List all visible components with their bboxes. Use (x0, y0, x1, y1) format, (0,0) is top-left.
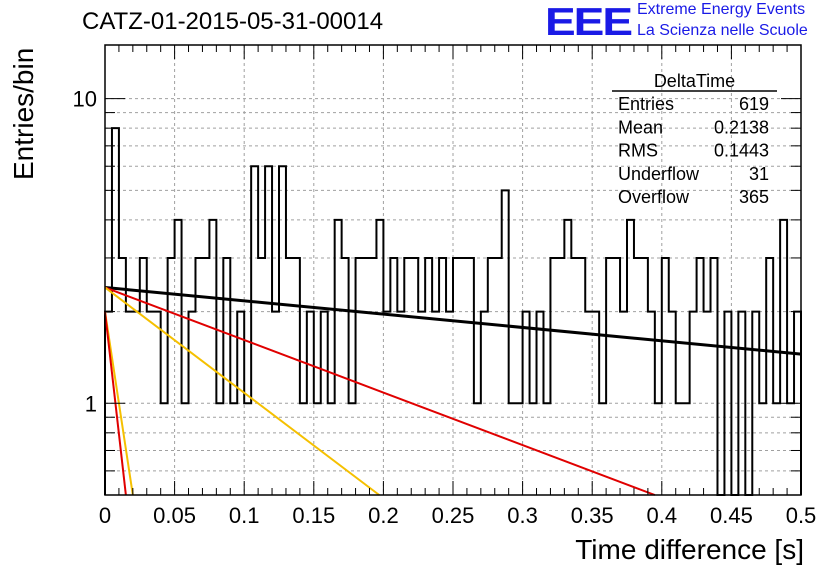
logo-line-2: La Scienza nelle Scuole (637, 22, 808, 39)
y-tick-label: 1 (85, 391, 97, 416)
stats-row-label: Underflow (618, 164, 700, 184)
x-axis-label: Time difference [s] (575, 534, 804, 565)
histogram-bins (104, 127, 802, 496)
x-tick-label: 0.05 (153, 503, 196, 528)
stats-title: DeltaTime (654, 71, 735, 91)
stats-row-label: Overflow (618, 187, 690, 207)
x-tick-label: 0.3 (507, 503, 538, 528)
logo-line-1: Extreme Energy Events (637, 1, 806, 18)
stats-row-label: RMS (618, 141, 658, 161)
x-tick-label: 0.25 (432, 503, 475, 528)
x-tick-label: 0.2 (368, 503, 399, 528)
x-tick-label: 0.15 (292, 503, 335, 528)
eee-logo: EEE (545, 0, 633, 44)
fit-curve-3 (104, 286, 380, 496)
stats-row-value: 31 (749, 164, 769, 184)
fit-curve-2 (104, 286, 656, 496)
x-tick-label: 0.1 (229, 503, 260, 528)
x-tick-label: 0.45 (710, 503, 753, 528)
stats-row-value: 0.1443 (714, 141, 769, 161)
y-tick-label: 10 (73, 87, 97, 112)
fit-curve-1 (104, 285, 802, 356)
stats-row-label: Mean (618, 117, 663, 137)
stats-row-value: 619 (739, 94, 769, 114)
stats-row-label: Entries (618, 94, 674, 114)
x-tick-label: 0.5 (786, 503, 817, 528)
stats-row-value: 0.2138 (714, 117, 769, 137)
x-tick-label: 0 (99, 503, 111, 528)
x-tick-label: 0.35 (571, 503, 614, 528)
x-tick-label: 0.4 (647, 503, 678, 528)
chart-title: CATZ-01-2015-05-31-00014 (82, 8, 384, 35)
stats-row-value: 365 (739, 187, 769, 207)
